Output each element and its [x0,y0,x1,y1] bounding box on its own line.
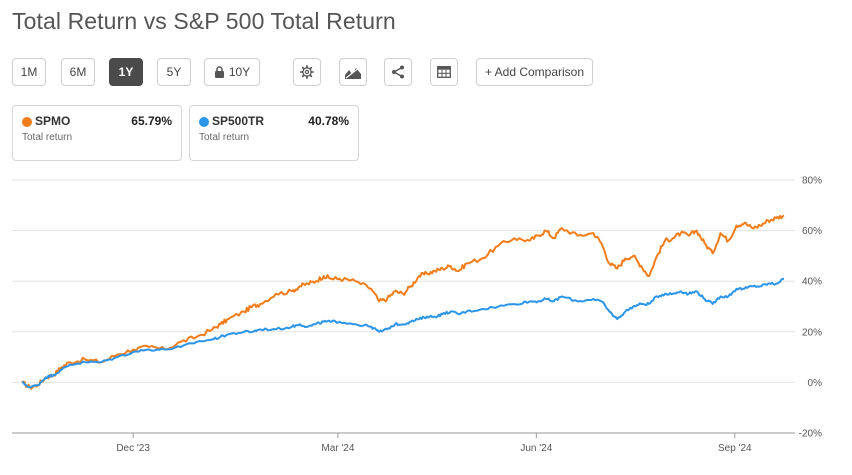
legend-symbol: SPMO [35,114,71,128]
series-layer [21,214,785,390]
add-comparison-button[interactable]: + Add Comparison [476,58,593,86]
share-icon [392,65,404,79]
range-10y-label: 10Y [228,65,251,79]
x-tick-label: Jun '24 [520,443,552,454]
table-view-button[interactable] [430,58,458,86]
sp500tr-color-dot [199,117,209,127]
table-icon [437,66,451,78]
y-tick-label: 0% [808,378,823,389]
range-5y-button[interactable]: 5Y [157,58,191,86]
legend-value: 40.78% [308,114,349,128]
spmo-color-dot [22,117,32,127]
legend-card-spmo[interactable]: SPMO 65.79% Total return [12,105,182,161]
range-10y-button[interactable]: 10Y [204,58,260,86]
range-6m-button[interactable]: 6M [61,58,95,86]
total-return-chart: 80% 60% 40% 20% 0% -20% Dec '23 Mar '24 Jun '24 S… [12,176,823,454]
series-line-sp500tr [21,277,785,389]
legend-card-sp500tr[interactable]: SP500TR 40.78% Total return [189,105,359,161]
share-button[interactable] [384,58,412,86]
mountain-chart-icon [345,66,361,79]
gear-icon [300,65,314,79]
chart-type-button[interactable] [339,58,367,86]
lock-icon [214,66,224,78]
legend-sublabel: Total return [22,132,73,143]
x-tick-label: Sep '24 [718,443,752,454]
y-tick-label: 40% [802,277,822,288]
legend-symbol: SP500TR [212,114,265,128]
y-tick-label: -20% [799,429,822,440]
axis-layer: 80% 60% 40% 20% 0% -20% Dec '23 Mar '24 Jun '24 S… [12,176,823,454]
y-tick-label: 80% [802,176,822,187]
grid-layer [12,179,795,434]
y-tick-label: 60% [802,226,822,237]
y-tick-label: 20% [802,327,822,338]
x-tick-label: Dec '23 [116,443,150,454]
x-tick-label: Mar '24 [321,443,354,454]
page-title: Total Return vs S&P 500 Total Return [12,8,396,34]
series-line-spmo [21,214,785,390]
range-1y-button[interactable]: 1Y [109,58,143,86]
range-1m-button[interactable]: 1M [12,58,46,86]
legend-sublabel: Total return [199,132,250,143]
legend-value: 65.79% [131,114,172,128]
settings-button[interactable] [293,58,321,86]
